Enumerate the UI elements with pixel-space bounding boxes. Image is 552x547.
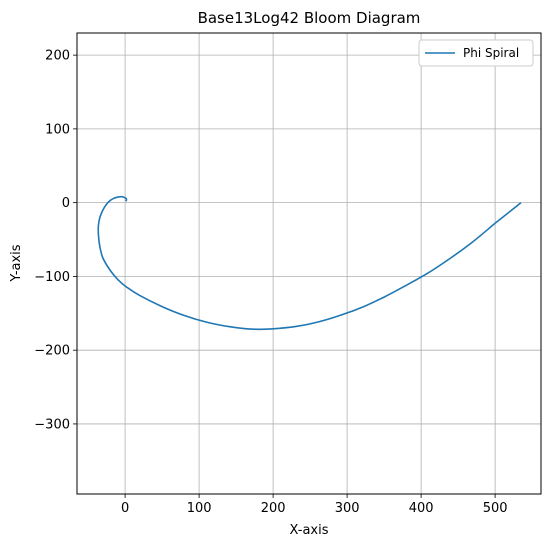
x-tick-label: 0 bbox=[121, 501, 129, 516]
y-tick-label: 100 bbox=[45, 122, 70, 137]
y-tick-label: −300 bbox=[34, 417, 70, 432]
x-tick-label: 500 bbox=[483, 501, 508, 516]
x-tick-label: 200 bbox=[261, 501, 286, 516]
chart-title: Base13Log42 Bloom Diagram bbox=[198, 9, 421, 27]
x-axis-label: X-axis bbox=[290, 523, 329, 538]
x-tick-label: 300 bbox=[335, 501, 360, 516]
y-tick-label: 0 bbox=[62, 196, 70, 211]
y-tick-label: 200 bbox=[45, 49, 70, 64]
x-tick-label: 400 bbox=[409, 501, 434, 516]
legend-label: Phi Spiral bbox=[463, 46, 519, 60]
x-tick-label: 100 bbox=[187, 501, 212, 516]
y-tick-label: −100 bbox=[34, 270, 70, 285]
legend: Phi Spiral bbox=[419, 40, 533, 66]
y-tick-label: −200 bbox=[34, 344, 70, 359]
y-axis-label: Y-axis bbox=[9, 244, 24, 282]
